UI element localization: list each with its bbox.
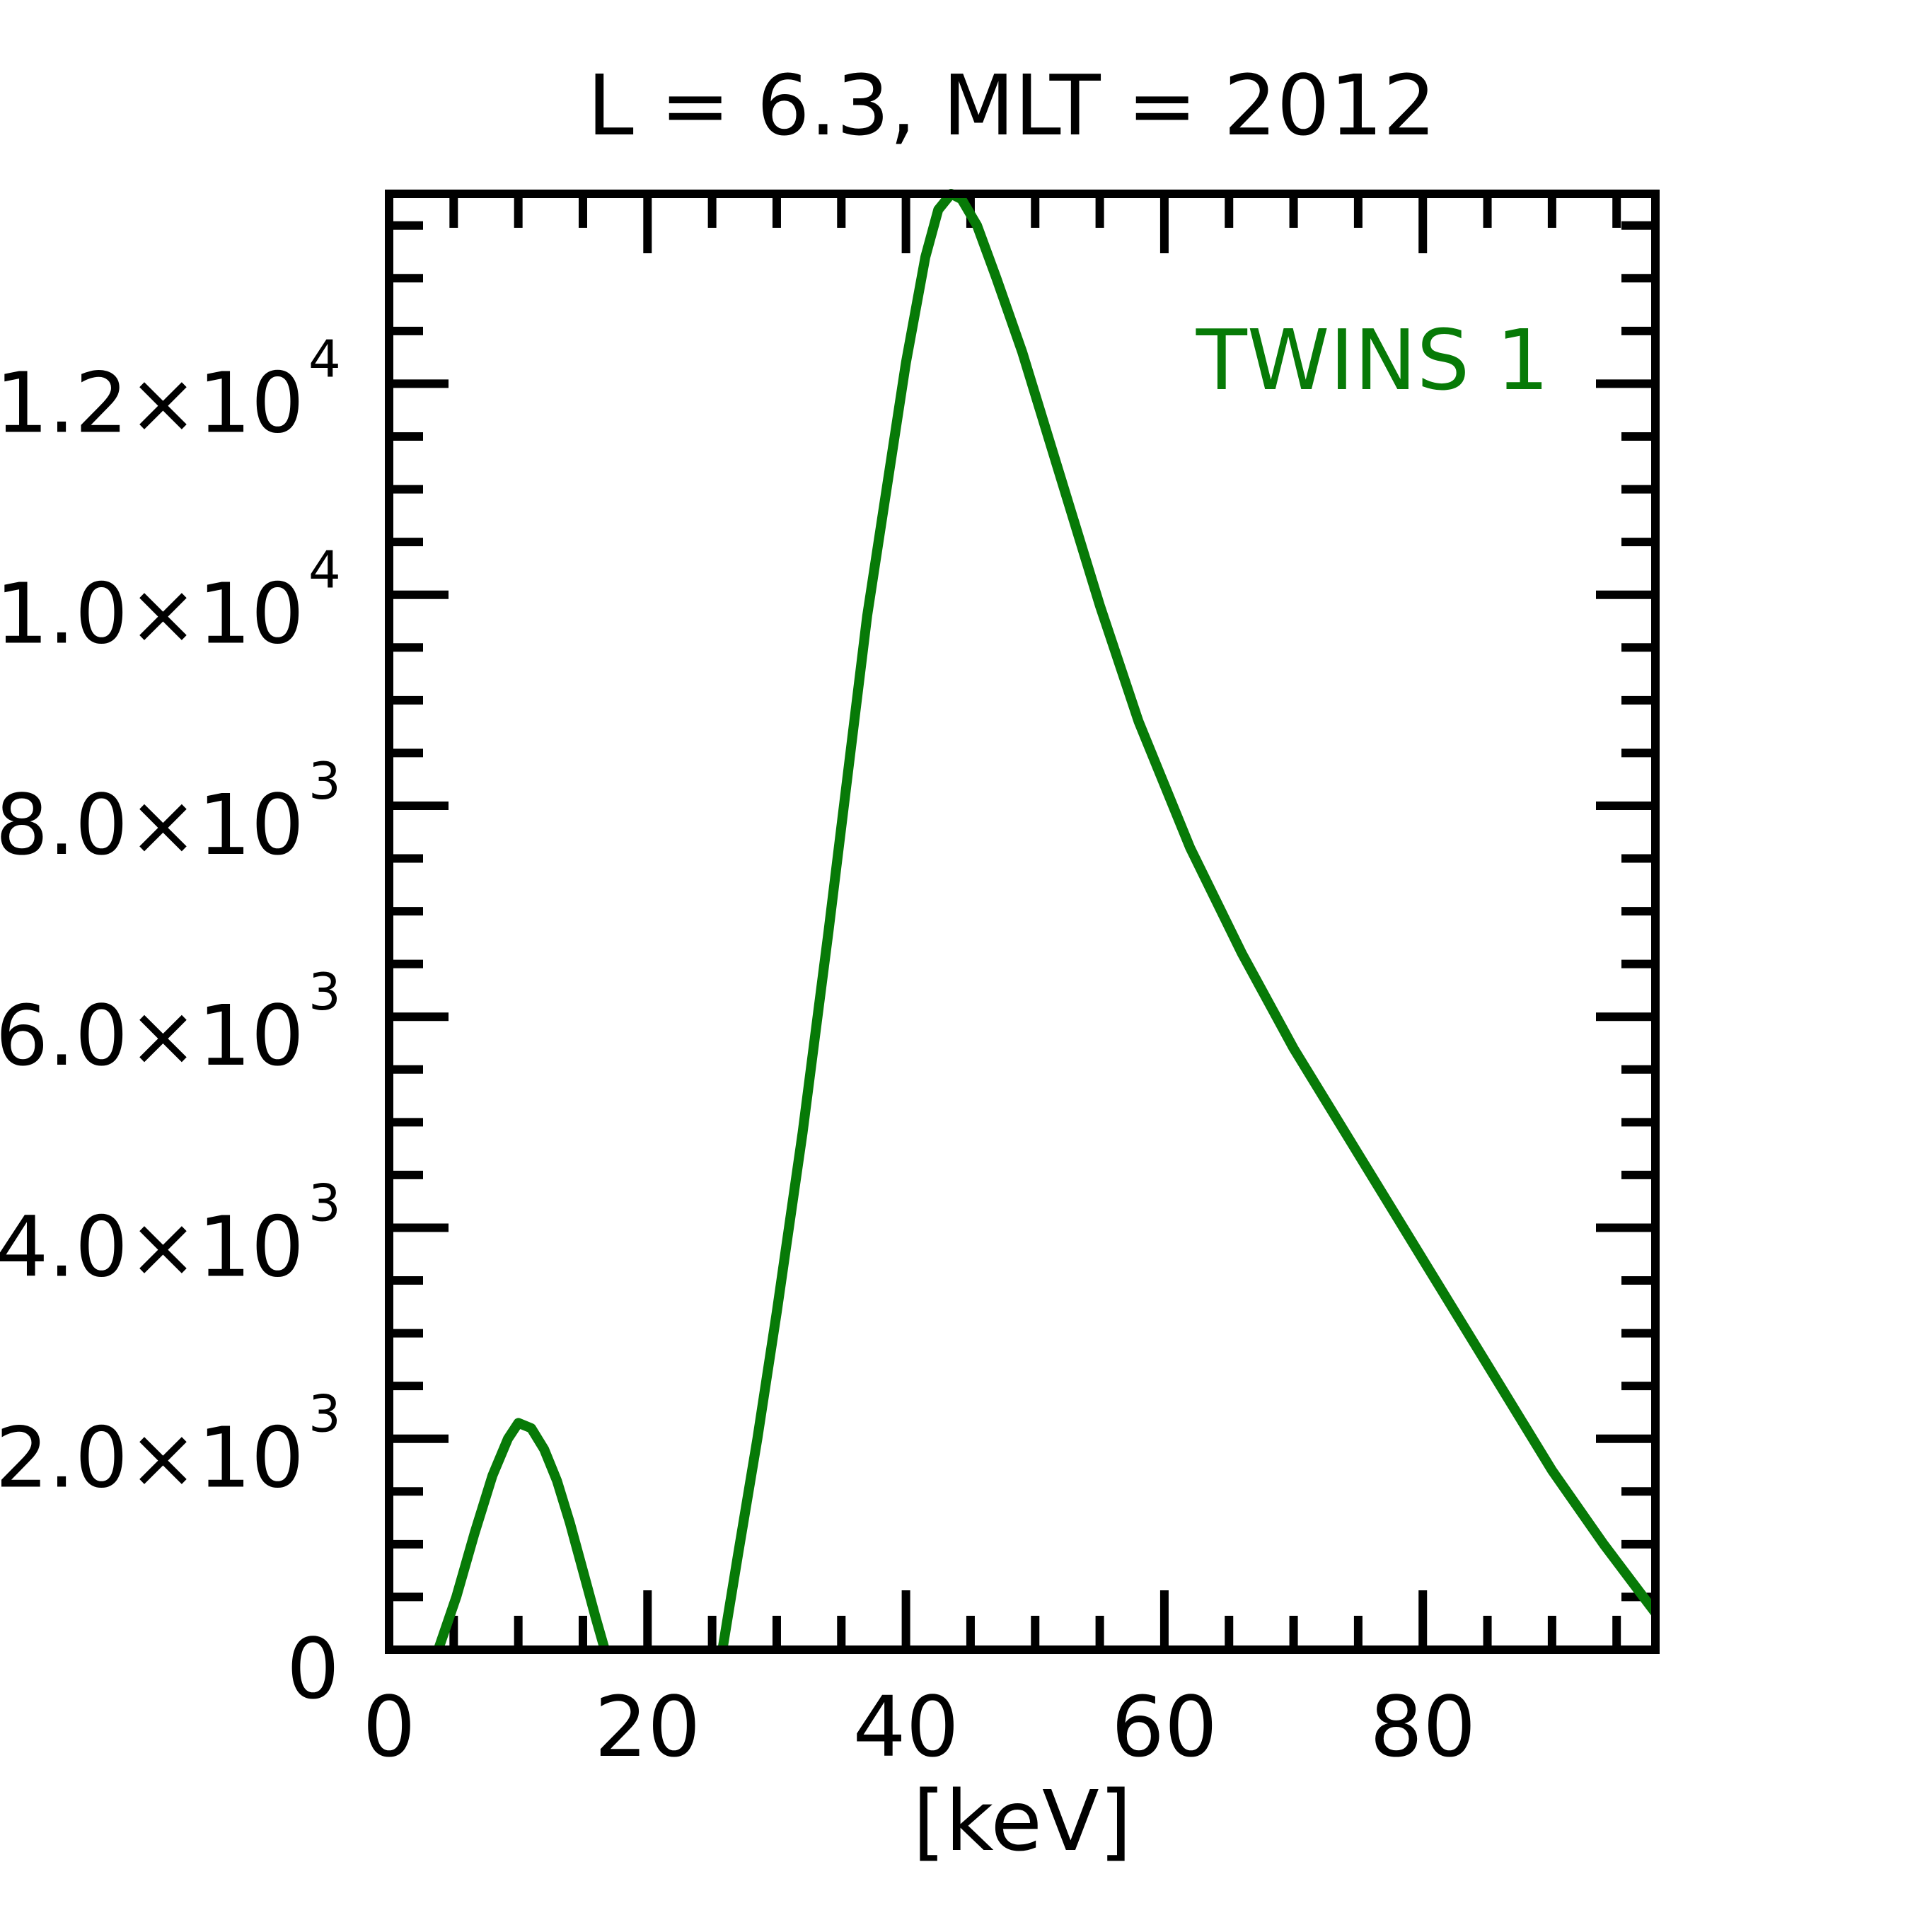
axis-ticks (385, 194, 1655, 1654)
y-tick-label: 2.0×10 (0, 1409, 304, 1507)
legend-label: TWINS 1 (1196, 311, 1549, 409)
x-axis-label: [keV] (913, 1772, 1132, 1870)
y-tick-labels: 02.0×10 34.0×10 36.0×10 38.0×10 31.0×10 41.2×… (0, 329, 341, 1718)
y-tick-label: 1.2×10 (0, 354, 304, 451)
y-tick-label: 8.0×10 (0, 776, 304, 874)
series-line (717, 189, 1660, 1651)
y-tick-label: 0 (287, 1620, 340, 1718)
y-tick-label: 1.0×10 (0, 565, 304, 663)
y-tick-exponent: 4 (308, 540, 341, 600)
y-tick-label: 4.0×10 (0, 1198, 304, 1295)
series-layer (433, 189, 1660, 1652)
x-tick-label: 40 (853, 1678, 959, 1776)
series-line (433, 1418, 610, 1652)
x-tick-label: 80 (1370, 1678, 1476, 1776)
y-tick-exponent: 3 (308, 1173, 341, 1232)
y-tick-exponent: 3 (308, 751, 341, 811)
chart-title: L = 6.3, MLT = 2012 (587, 57, 1436, 154)
y-tick-exponent: 3 (308, 962, 341, 1022)
y-tick-exponent: 3 (308, 1384, 341, 1444)
y-tick-label: 6.0×10 (0, 987, 304, 1084)
x-tick-label: 0 (362, 1678, 415, 1776)
x-tick-label: 60 (1111, 1678, 1217, 1776)
y-tick-exponent: 4 (308, 329, 341, 388)
x-tick-labels: 0 20 40 60 80 (362, 1678, 1476, 1776)
plot-frame (385, 190, 1660, 1654)
x-tick-label: 20 (594, 1678, 700, 1776)
